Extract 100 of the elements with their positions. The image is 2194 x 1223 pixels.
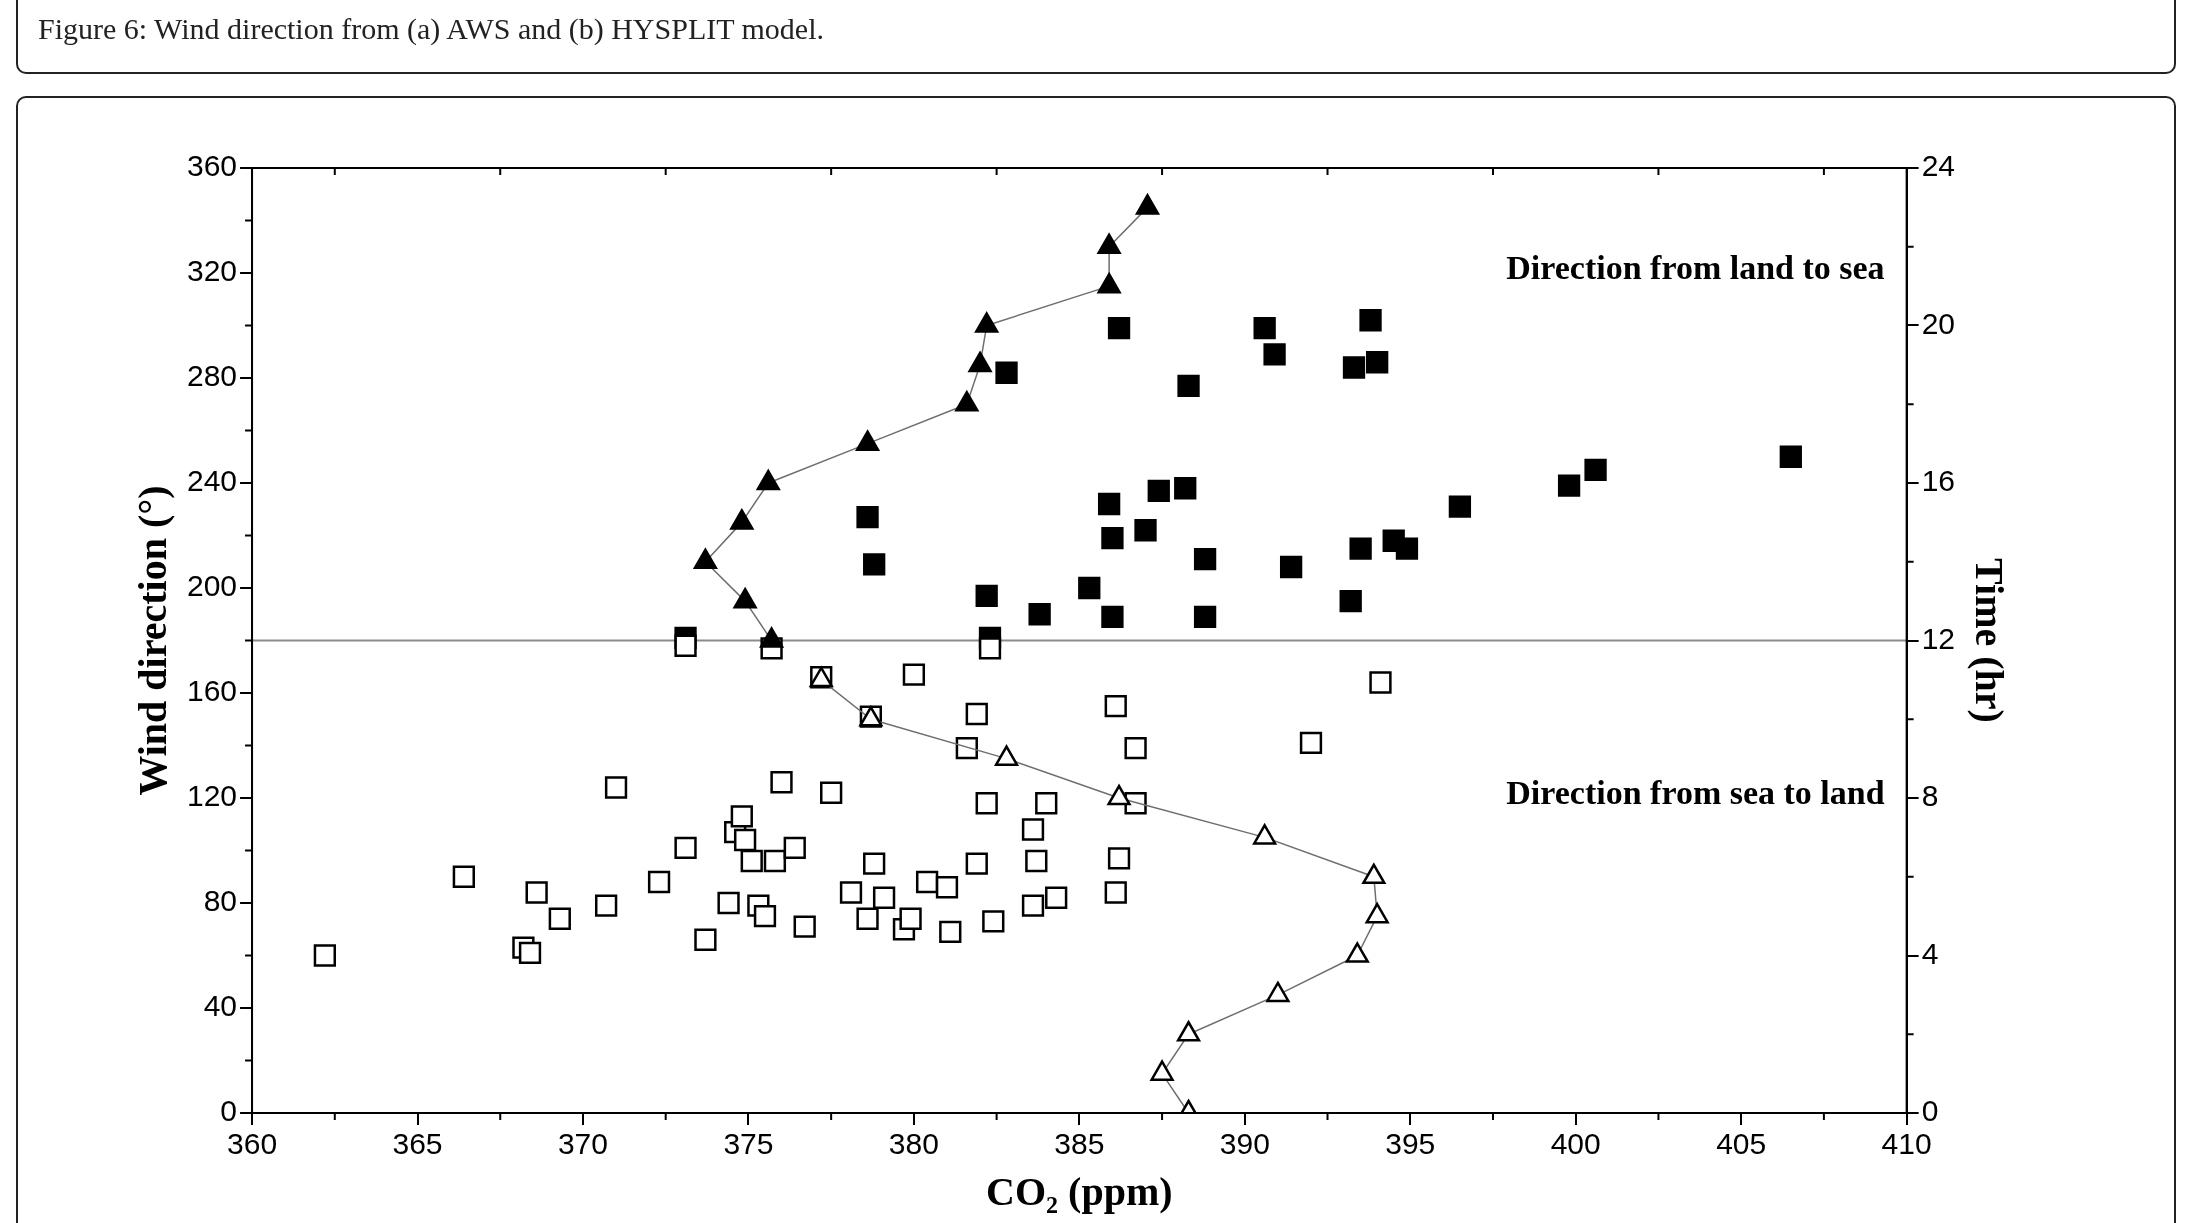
point	[982, 910, 1005, 933]
point	[733, 587, 757, 609]
x-tick-label: 400	[1550, 1127, 1601, 1161]
point	[1362, 863, 1386, 884]
x-tick-label: 380	[888, 1127, 939, 1161]
y-tick-label: 200	[186, 569, 238, 603]
point	[1135, 194, 1160, 215]
point	[995, 361, 1018, 384]
point	[1349, 537, 1372, 560]
x-tick-label: 390	[1219, 1127, 1270, 1161]
point	[1557, 474, 1581, 497]
point	[820, 781, 843, 804]
point	[674, 836, 697, 860]
x-tick-label: 365	[392, 1127, 443, 1161]
point	[1177, 374, 1200, 398]
point	[1107, 847, 1131, 870]
point	[856, 505, 879, 529]
point	[1045, 886, 1068, 909]
point	[915, 870, 939, 894]
x-tick-label: 370	[557, 1127, 608, 1161]
y-tick-label: 40	[203, 989, 238, 1023]
point	[1124, 736, 1147, 760]
point	[1097, 492, 1121, 516]
annotation: Direction from land to sea	[1506, 248, 1885, 286]
point	[1193, 605, 1217, 629]
point	[1779, 445, 1802, 468]
point	[1253, 316, 1276, 340]
point	[548, 907, 571, 930]
chart-title: Figure 6: Wind direction from (a) AWS and (b) HYSPLIT model.	[38, 12, 824, 46]
y2-tick-label: 0	[1921, 1094, 1939, 1128]
point	[863, 852, 886, 875]
point	[965, 852, 988, 875]
y-tick-label: 0	[220, 1094, 238, 1128]
y-tick-label: 80	[203, 884, 238, 918]
y-tick-label: 120	[186, 779, 238, 813]
y2-tick-label: 20	[1921, 306, 1956, 340]
y-tick-label: 160	[186, 674, 238, 708]
point	[740, 849, 763, 873]
y-tick-label: 240	[186, 464, 238, 498]
x-axis-title: CO₂ (ppm)	[986, 1169, 1173, 1215]
y2-tick-label: 8	[1921, 779, 1939, 813]
point	[1263, 343, 1286, 366]
point	[763, 849, 787, 873]
point	[694, 928, 717, 951]
point	[1104, 694, 1127, 718]
point	[1448, 495, 1472, 518]
point	[975, 584, 998, 608]
point	[753, 904, 777, 928]
point	[1584, 458, 1607, 482]
point	[978, 637, 1002, 660]
point	[1101, 605, 1124, 629]
point	[313, 944, 337, 967]
point	[839, 881, 863, 904]
point	[1279, 555, 1303, 579]
point	[1078, 576, 1101, 600]
point	[452, 865, 475, 888]
y2-tick-label: 24	[1921, 149, 1956, 183]
annotation: Direction from sea to land	[1506, 773, 1885, 811]
point	[994, 745, 1019, 766]
point	[717, 891, 740, 915]
point	[525, 881, 548, 904]
y-tick-label: 360	[186, 149, 238, 183]
point	[518, 941, 542, 965]
y2-tick-label: 12	[1921, 621, 1956, 655]
point	[975, 312, 999, 333]
point	[1097, 272, 1121, 294]
point	[1035, 792, 1058, 815]
point	[955, 736, 978, 760]
point	[855, 430, 880, 451]
point	[1107, 316, 1131, 340]
point	[899, 907, 922, 930]
point	[594, 894, 618, 917]
point	[1345, 942, 1369, 963]
point	[770, 771, 793, 794]
point	[1107, 784, 1131, 806]
y-axis-title: Wind direction (°)	[130, 485, 176, 796]
x-tick-label: 360	[227, 1127, 278, 1161]
point	[1028, 603, 1051, 626]
point	[1342, 356, 1366, 379]
point	[783, 836, 806, 860]
point	[1366, 351, 1389, 374]
y-tick-label: 280	[186, 359, 238, 393]
point	[975, 792, 998, 815]
point	[1150, 1060, 1174, 1081]
point	[1134, 519, 1157, 542]
point	[604, 776, 628, 799]
point	[1369, 671, 1392, 694]
point	[1147, 479, 1170, 503]
x-tick-label: 375	[723, 1127, 774, 1161]
point	[759, 627, 784, 648]
point	[730, 509, 754, 530]
point	[756, 469, 780, 491]
y-tick-label: 320	[186, 254, 238, 288]
point	[863, 553, 886, 576]
point	[856, 907, 879, 930]
point	[939, 920, 962, 944]
x-tick-label: 395	[1385, 1127, 1436, 1161]
x-tick-label: 385	[1054, 1127, 1105, 1161]
point	[968, 351, 992, 373]
point	[1266, 981, 1290, 1003]
